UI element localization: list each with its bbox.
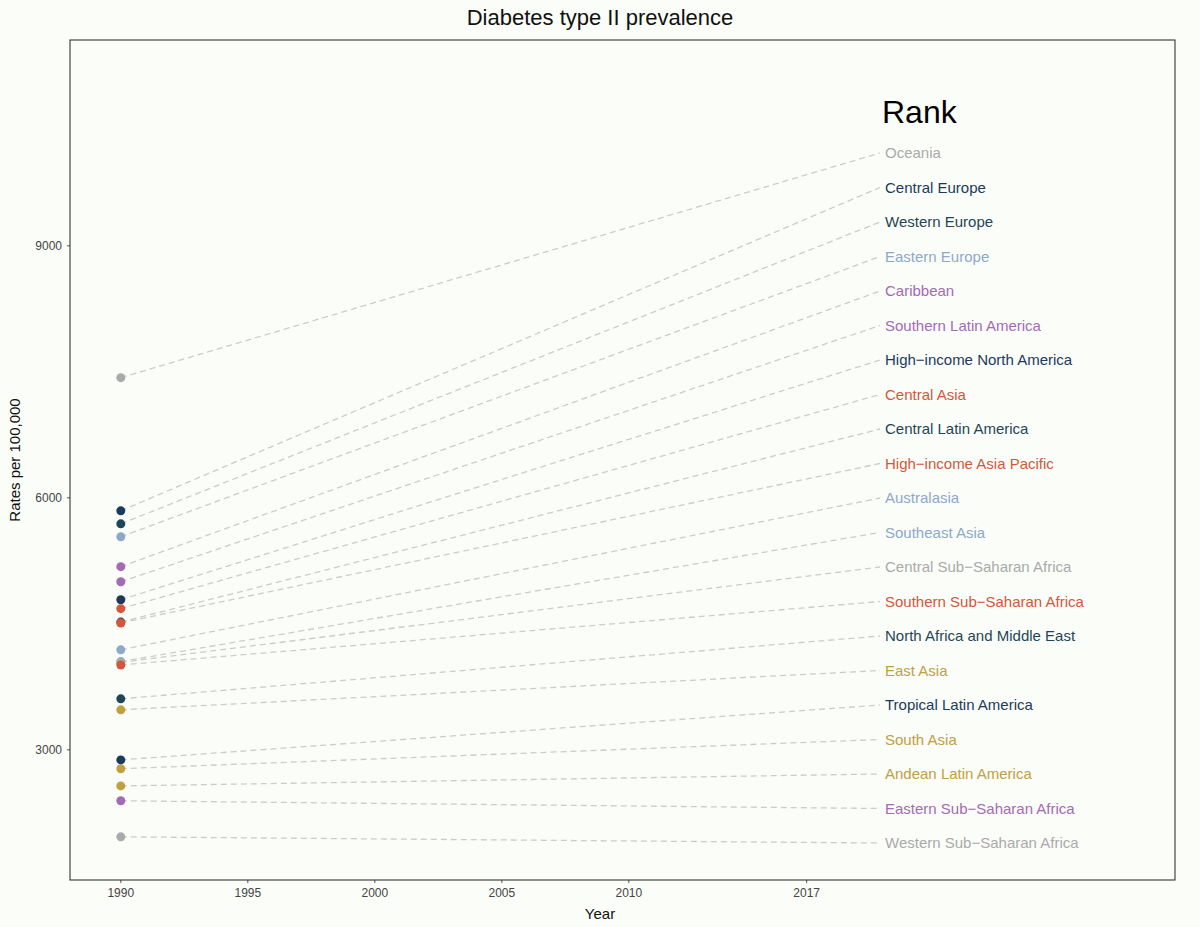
point <box>116 694 125 703</box>
rank-label: Andean Latin America <box>885 765 1032 782</box>
connector <box>121 222 880 524</box>
y-tick-label: 6000 <box>35 491 62 505</box>
point <box>116 796 125 805</box>
marks <box>116 153 880 843</box>
rank-label: Western Sub−Saharan Africa <box>885 834 1079 851</box>
rank-label: Western Europe <box>885 213 993 230</box>
point <box>116 645 125 654</box>
rank-label: Eastern Europe <box>885 248 989 265</box>
connector <box>121 602 880 665</box>
rank-label: Southeast Asia <box>885 524 986 541</box>
point <box>116 764 125 773</box>
point <box>116 618 125 627</box>
point <box>116 755 125 764</box>
connector <box>121 498 880 650</box>
connector <box>121 326 880 582</box>
rank-label: High−income North America <box>885 351 1073 368</box>
point <box>116 373 125 382</box>
x-tick-label: 1995 <box>234 886 261 900</box>
x-tick-label: 2005 <box>488 886 515 900</box>
point <box>116 506 125 515</box>
y-tick-label: 3000 <box>35 743 62 757</box>
title: Diabetes type II prevalence <box>467 5 734 30</box>
point <box>116 705 125 714</box>
point <box>116 781 125 790</box>
x-tick-label: 1990 <box>107 886 134 900</box>
point <box>116 519 125 528</box>
connector <box>121 837 880 843</box>
point <box>116 577 125 586</box>
connector <box>121 395 880 609</box>
x-tick-label: 2000 <box>361 886 388 900</box>
rank-label: High−income Asia Pacific <box>885 455 1054 472</box>
y-axis-label: Rates per 100,000 <box>6 398 23 521</box>
plot-frame <box>70 40 1175 880</box>
y-tick-label: 9000 <box>35 239 62 253</box>
background <box>0 0 1200 927</box>
rank-label: Central Asia <box>885 386 967 403</box>
rank-label: Central Sub−Saharan Africa <box>885 558 1072 575</box>
x-axis-label: Year <box>585 905 615 922</box>
rank-label: South Asia <box>885 731 957 748</box>
connector <box>121 429 880 622</box>
connector <box>121 740 880 769</box>
x-tick-label: 2017 <box>793 886 820 900</box>
connector <box>121 636 880 699</box>
connector <box>121 257 880 537</box>
point <box>116 618 125 627</box>
point <box>116 562 125 571</box>
rank-label: Southern Latin America <box>885 317 1042 334</box>
connector <box>121 567 880 662</box>
connector <box>121 464 880 623</box>
rank-label: Southern Sub−Saharan Africa <box>885 593 1085 610</box>
x-tick-label: 2010 <box>615 886 642 900</box>
connector <box>121 360 880 600</box>
annotation: Rank <box>882 94 958 130</box>
rank-label: Australasia <box>885 489 960 506</box>
connector <box>121 671 880 710</box>
rank-label: East Asia <box>885 662 948 679</box>
connector <box>121 774 880 786</box>
rank-label: North Africa and Middle East <box>885 627 1076 644</box>
connector <box>121 801 880 809</box>
rank-label: Tropical Latin America <box>885 696 1033 713</box>
point <box>116 595 125 604</box>
rank-label: Central Europe <box>885 179 986 196</box>
rank-label: Caribbean <box>885 282 954 299</box>
rank-label: Central Latin America <box>885 420 1029 437</box>
chart: Diabetes type II prevalence Year Rates per… <box>0 0 1200 927</box>
rank-label: Eastern Sub−Saharan Africa <box>885 800 1075 817</box>
point <box>116 660 125 669</box>
connector <box>121 153 880 378</box>
connector <box>121 188 880 511</box>
point <box>116 532 125 541</box>
connector <box>121 705 880 760</box>
rank-label: Oceania <box>885 144 942 161</box>
point <box>116 832 125 841</box>
connector <box>121 533 880 662</box>
point <box>116 604 125 613</box>
